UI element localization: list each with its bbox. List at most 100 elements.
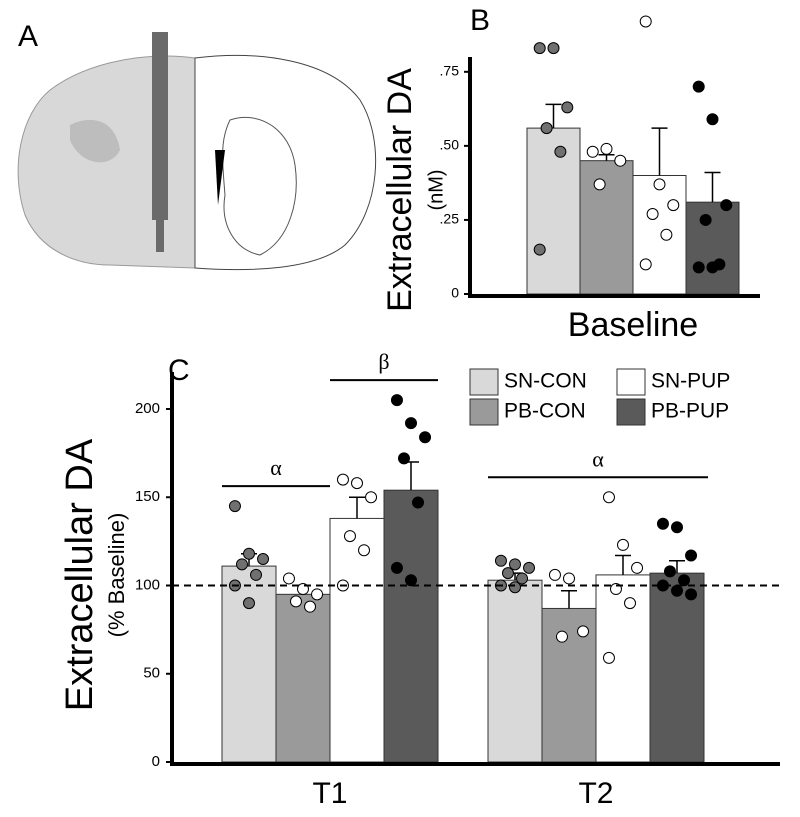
data-point (561, 101, 574, 114)
data-point (304, 600, 317, 613)
bar (221, 565, 277, 763)
data-point (692, 80, 705, 93)
brain-section: A (17, 20, 377, 271)
error-bar (545, 103, 562, 129)
error-bar (615, 554, 631, 575)
y-tick-label: 200 (135, 400, 160, 417)
legend-label: PB-PUP (651, 400, 729, 423)
y-tick-label: 100 (135, 576, 160, 593)
data-point (336, 473, 349, 486)
data-point (250, 568, 263, 581)
data-point (390, 394, 403, 407)
brain-left (17, 55, 196, 269)
bar (579, 160, 634, 295)
data-point (653, 178, 666, 191)
data-point (663, 565, 676, 578)
data-point (358, 544, 371, 557)
data-point (706, 261, 719, 274)
data-point (243, 547, 255, 560)
data-point (685, 588, 698, 601)
brain-ventricle (215, 150, 225, 205)
y-axis-subtitle: (% Baseline) (104, 513, 129, 638)
y-tick-label: 0 (152, 753, 160, 770)
data-point (365, 491, 378, 504)
data-point (678, 574, 691, 587)
error-bar (651, 127, 668, 176)
data-point (523, 561, 536, 574)
data-point (586, 145, 599, 158)
error-bar (349, 496, 365, 519)
data-point (660, 228, 673, 241)
data-point (639, 15, 652, 28)
error-bar (704, 171, 721, 203)
data-point (412, 496, 425, 509)
y-axis-title: Extracellular DA (59, 438, 101, 711)
data-point (614, 154, 627, 167)
data-point (548, 568, 561, 581)
x-tick-label: T2 (578, 777, 613, 810)
bar (649, 572, 705, 763)
y-tick-label: .25 (440, 211, 460, 227)
y-tick-label: 0 (451, 285, 459, 301)
bar (329, 517, 385, 763)
data-point (593, 178, 606, 191)
data-point (289, 595, 302, 608)
legend-label: SN-PUP (651, 370, 730, 393)
data-point (390, 561, 403, 574)
data-point (351, 477, 363, 490)
data-point (311, 588, 324, 601)
data-point (600, 142, 613, 155)
bar (526, 127, 581, 295)
data-point (656, 517, 669, 530)
data-point (343, 530, 356, 543)
data-point (554, 145, 567, 158)
data-point (624, 597, 637, 610)
legend-swatch (469, 368, 499, 396)
data-point (235, 558, 248, 571)
bar (275, 593, 331, 763)
legend-label: PB-CON (504, 400, 586, 423)
panel-label: B (470, 4, 490, 37)
bar (383, 489, 439, 763)
data-point (243, 597, 255, 610)
data-point (405, 574, 417, 587)
legend-swatch (616, 368, 646, 396)
data-point (405, 417, 417, 430)
bar (632, 175, 687, 295)
data-point (494, 554, 507, 567)
data-point (692, 261, 705, 274)
data-point (706, 113, 719, 126)
data-point (533, 243, 546, 256)
data-point (540, 122, 553, 135)
data-point (516, 572, 529, 585)
data-point (419, 431, 432, 444)
y-axis-subtitle: (nM) (425, 169, 447, 210)
probe-tip (156, 220, 164, 252)
y-tick-label: 150 (135, 488, 160, 505)
error-bar (669, 560, 685, 574)
data-point (555, 630, 568, 643)
y-axis-title: Extracellular DA (381, 68, 419, 312)
data-point (509, 581, 521, 594)
x-tick-label: Baseline (568, 306, 698, 344)
data-point (228, 500, 241, 513)
y-tick-label: 50 (143, 665, 160, 682)
significance-label: α (270, 455, 282, 480)
error-bar (598, 154, 615, 161)
brain-right (194, 54, 377, 271)
legend-swatch (469, 398, 499, 426)
data-point (547, 42, 560, 55)
data-point (631, 561, 644, 574)
data-point (646, 208, 659, 221)
y-tick-label: .50 (440, 137, 460, 153)
y-tick-label: .75 (440, 63, 460, 79)
data-point (602, 651, 615, 664)
data-point (257, 553, 270, 566)
data-point (639, 258, 652, 271)
data-point (533, 42, 546, 55)
data-point (671, 584, 683, 597)
x-tick-label: T1 (312, 777, 347, 810)
significance-label: β (378, 349, 389, 374)
significance-label: α (592, 446, 604, 471)
data-point (685, 549, 698, 562)
